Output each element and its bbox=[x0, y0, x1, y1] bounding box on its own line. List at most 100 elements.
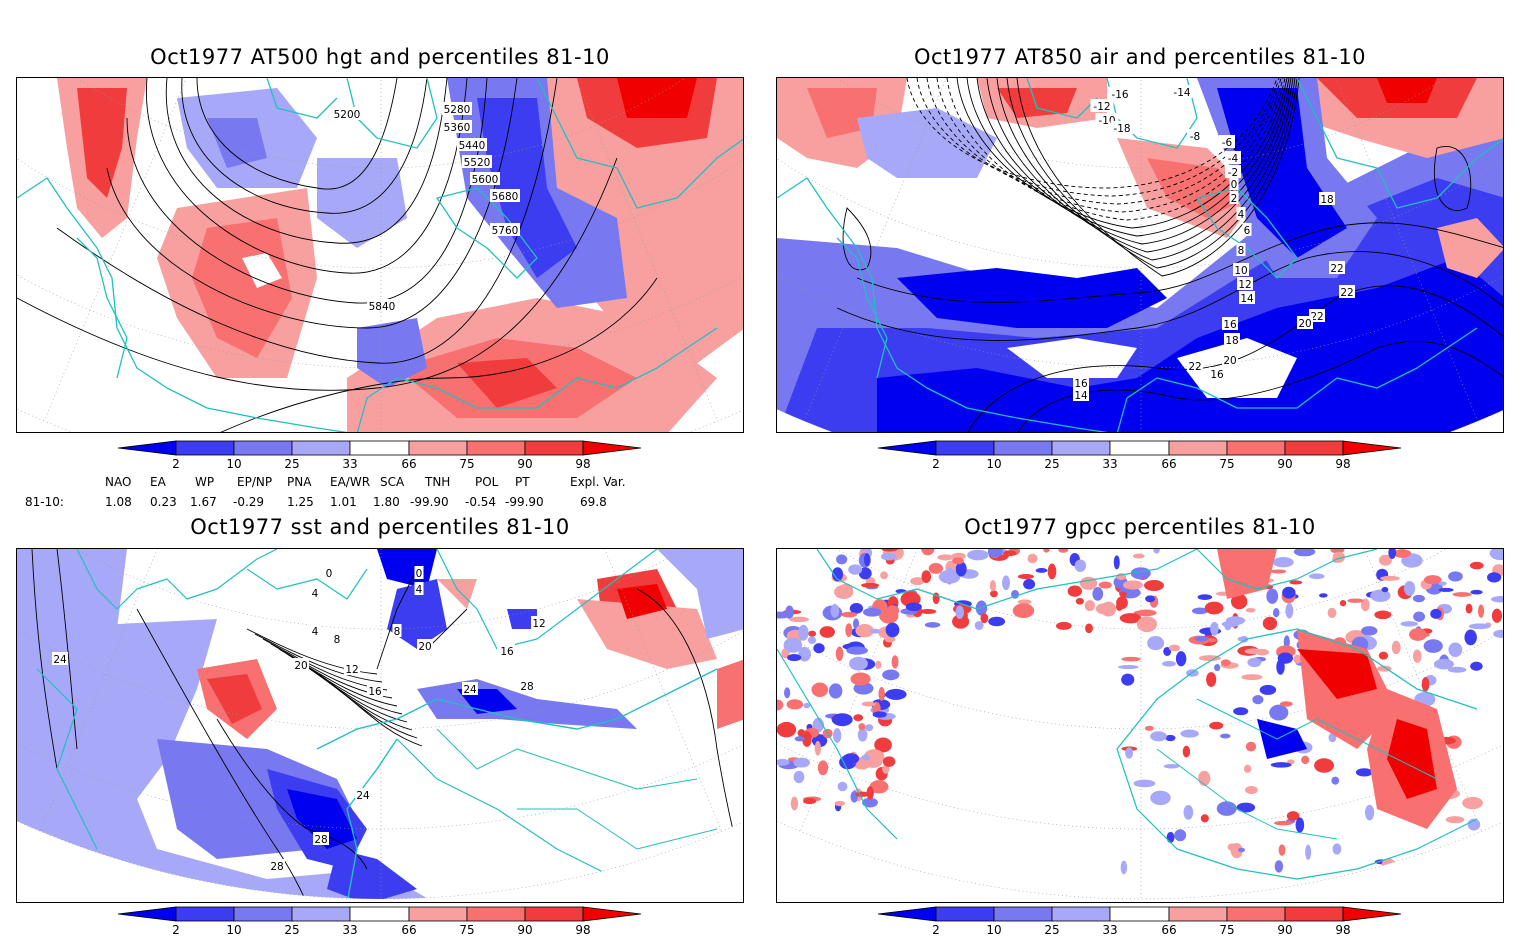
contour-label: 20 bbox=[293, 658, 309, 672]
contour-line bbox=[836, 251, 1503, 341]
contour-line bbox=[216, 277, 658, 432]
precip-anomaly-patch bbox=[1035, 567, 1048, 573]
anomaly-shade bbox=[1387, 719, 1437, 799]
anomaly-shade bbox=[897, 268, 1167, 328]
precip-anomaly-patch bbox=[846, 646, 868, 655]
precip-anomaly-patch bbox=[1230, 843, 1243, 859]
precip-anomaly-patch bbox=[1243, 764, 1252, 773]
colorbar-segment bbox=[1168, 906, 1228, 922]
contour-label: 20 bbox=[1297, 316, 1313, 330]
precip-anomaly-patch bbox=[1438, 587, 1454, 592]
index-header: PNA bbox=[287, 475, 312, 489]
contour-label: 16 bbox=[499, 644, 515, 658]
precip-anomaly-patch bbox=[1339, 600, 1347, 607]
contour-line bbox=[165, 78, 448, 244]
precip-anomaly-patch bbox=[855, 624, 874, 638]
svg-text:5840: 5840 bbox=[369, 301, 396, 313]
contour-label: 16 bbox=[367, 684, 383, 698]
contour-label: 10 bbox=[1233, 263, 1249, 277]
contour-label: 5600 bbox=[470, 172, 500, 186]
precip-anomaly-patch bbox=[882, 669, 900, 681]
index-header: EA/WR bbox=[330, 475, 371, 489]
contour-label: 5520 bbox=[462, 155, 492, 169]
precip-anomaly-patch bbox=[1470, 661, 1483, 671]
contour-label: 12 bbox=[344, 662, 360, 676]
precip-anomaly-patch bbox=[1286, 811, 1300, 821]
precip-anomaly-patch bbox=[1378, 554, 1392, 566]
anomaly-shade bbox=[207, 674, 262, 724]
coastline bbox=[1106, 78, 1198, 149]
svg-text:6: 6 bbox=[1244, 225, 1251, 237]
precip-anomaly-patch bbox=[1421, 676, 1430, 692]
contour-line bbox=[17, 157, 618, 391]
precip-anomaly-patch bbox=[1393, 549, 1412, 558]
colorbar-bottom-left: 2 10 25 33 66 75 90 98 bbox=[117, 906, 648, 944]
colorbar-segment bbox=[935, 906, 995, 922]
precip-anomaly-patch bbox=[1085, 623, 1093, 634]
anomaly-shade bbox=[717, 659, 743, 729]
precip-anomaly-patch bbox=[786, 699, 804, 710]
svg-text:5200: 5200 bbox=[334, 109, 361, 121]
precip-anomaly-patch bbox=[848, 564, 863, 575]
precip-anomaly-patch bbox=[1236, 802, 1256, 813]
precip-anomaly-patch bbox=[1116, 596, 1128, 610]
precip-anomaly-patch bbox=[1277, 652, 1294, 664]
svg-text:22: 22 bbox=[1188, 361, 1201, 373]
precip-anomaly-patch bbox=[1259, 684, 1277, 695]
contour-label: -2 bbox=[1225, 165, 1241, 179]
colorbar-segment bbox=[1226, 906, 1286, 922]
contour-label: 18 bbox=[1319, 192, 1335, 206]
precip-anomaly-patch bbox=[1092, 587, 1104, 601]
contour-label: -16 bbox=[1108, 87, 1132, 101]
precip-anomaly-patch bbox=[1144, 725, 1154, 731]
precip-anomaly-patch bbox=[865, 724, 874, 732]
coastline bbox=[777, 177, 1118, 432]
precip-anomaly-patch bbox=[1047, 563, 1057, 580]
svg-text:16: 16 bbox=[1223, 319, 1237, 331]
index-header: POL bbox=[475, 475, 499, 489]
precip-anomaly-patch bbox=[811, 682, 829, 697]
colorbar-segment bbox=[1109, 906, 1170, 922]
svg-text:20: 20 bbox=[418, 641, 431, 653]
index-value: 69.8 bbox=[580, 495, 607, 509]
anomaly-shade bbox=[1437, 218, 1503, 278]
precip-anomaly-patch bbox=[955, 561, 967, 577]
precip-anomaly-patch bbox=[1262, 616, 1278, 631]
precip-anomaly-patch bbox=[1200, 814, 1209, 823]
coastline bbox=[1026, 78, 1098, 119]
anomaly-shade bbox=[1217, 549, 1277, 599]
precip-anomaly-patch bbox=[921, 570, 932, 583]
precip-anomaly-patch bbox=[1132, 553, 1145, 559]
svg-text:28: 28 bbox=[314, 834, 327, 846]
svg-text:4: 4 bbox=[312, 588, 319, 600]
precip-anomaly-patch bbox=[886, 605, 900, 616]
precip-anomaly-patch bbox=[1216, 801, 1237, 816]
svg-text:16: 16 bbox=[1074, 378, 1088, 390]
contour-line bbox=[906, 78, 1278, 189]
precip-anomaly-patch bbox=[1233, 707, 1249, 716]
precip-anomaly-patch bbox=[1198, 655, 1221, 662]
precip-anomaly-patch bbox=[1084, 600, 1096, 612]
contour-label: 28 bbox=[313, 832, 329, 846]
title-sst: Oct1977 sst and percentiles 81-10 bbox=[190, 515, 570, 539]
anomaly-shade bbox=[437, 579, 477, 609]
colorbar-tick-label: 10 bbox=[226, 457, 241, 471]
contour-label: 24 bbox=[355, 788, 371, 802]
precip-anomaly-patch bbox=[777, 699, 784, 711]
precip-anomaly-patch bbox=[860, 582, 880, 588]
contour-label: 24 bbox=[462, 682, 478, 696]
anomaly-shade bbox=[507, 609, 537, 629]
precip-anomaly-patch bbox=[1182, 745, 1191, 758]
contour-label: 22 bbox=[1187, 359, 1203, 373]
svg-text:5440: 5440 bbox=[459, 140, 486, 152]
contour-line bbox=[56, 549, 78, 750]
title-air: Oct1977 AT850 air and percentiles 81-10 bbox=[913, 45, 1367, 69]
precip-anomaly-patch bbox=[803, 798, 817, 805]
precip-anomaly-patch bbox=[1074, 559, 1087, 572]
precip-anomaly-patch bbox=[798, 624, 809, 641]
contour-label: 14 bbox=[1073, 388, 1089, 402]
precip-anomaly-patch bbox=[872, 711, 887, 718]
coastline bbox=[436, 728, 698, 790]
contour-line bbox=[1006, 78, 1298, 269]
precip-anomaly-patch bbox=[1210, 621, 1219, 636]
